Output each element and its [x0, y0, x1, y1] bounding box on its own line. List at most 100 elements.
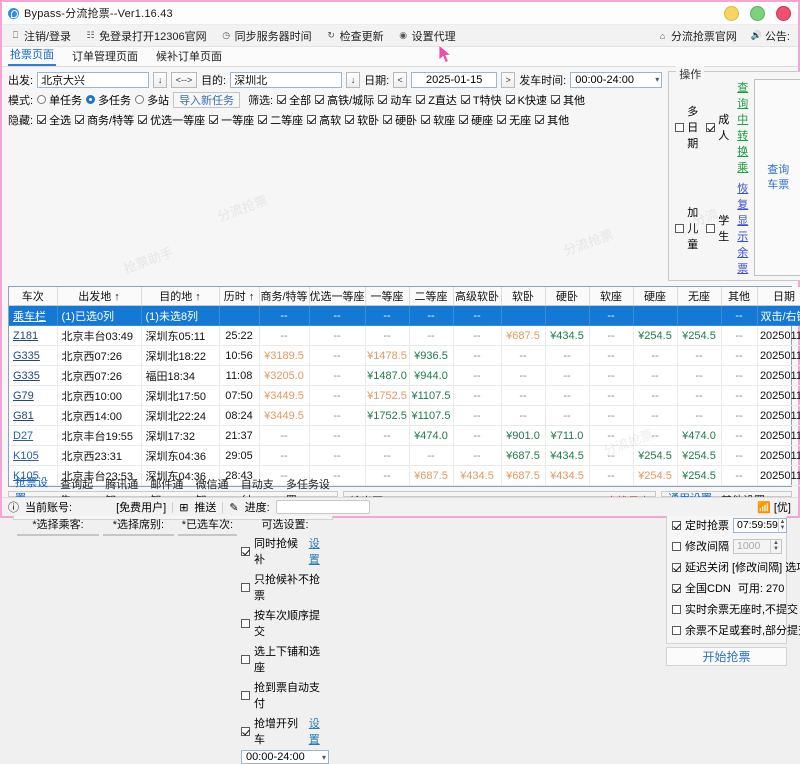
table-row[interactable]: K105 北京西23:31 深圳东04:36 29:05 -- -- -- -- -- ¥687.…: [9, 445, 800, 466]
option-settings-link[interactable]: 设置: [308, 718, 320, 746]
start-grab-button[interactable]: 开始抢票: [702, 650, 751, 664]
mode-multi-station[interactable]: 多站: [135, 92, 169, 108]
query-ticket-button[interactable]: 查询 车票: [754, 79, 800, 276]
table-row-selected[interactable]: 乘车栏(1)已选0列(1)未选8列--------------双击/右键--: [9, 305, 800, 326]
checkbox-icon[interactable]: [241, 654, 250, 664]
table-col-2[interactable]: 目的地 ↑: [141, 287, 220, 306]
table-col-4[interactable]: 商务/特等: [259, 287, 310, 306]
seat-listbox[interactable]: 硬卧硬座二等座一等座无座软卧软座商务座高级软卧优选一等座: [103, 534, 174, 536]
gs-national-cdn[interactable]: 全国CDN 可用: 270: [672, 580, 784, 596]
to-dropdown-icon[interactable]: ↓: [346, 71, 361, 88]
op-multi-date[interactable]: 多日期: [675, 103, 698, 151]
table-col-7[interactable]: 二等座: [409, 287, 454, 306]
close-button[interactable]: [776, 6, 791, 21]
filter-t[interactable]: T特快: [460, 92, 502, 108]
hide-selectall[interactable]: 全选: [37, 112, 71, 128]
hide-second[interactable]: 二等座: [258, 112, 303, 128]
modify-interval-input[interactable]: 1000 ▲ ▼: [733, 538, 782, 554]
hide-first[interactable]: 一等座: [209, 112, 254, 128]
tab-grab-ticket[interactable]: 抢票页面: [8, 46, 56, 66]
option-row-1[interactable]: 只抢候补不抢票: [241, 571, 329, 603]
spinner-icon[interactable]: ▲ ▼: [770, 539, 781, 553]
hide-ruanwo[interactable]: 软卧: [345, 112, 379, 128]
tab-order-manage[interactable]: 订单管理页面: [72, 51, 138, 63]
tab-waitlist-order[interactable]: 候补订单页面: [156, 51, 222, 63]
push-label[interactable]: 推送: [194, 502, 217, 514]
mode-single-task[interactable]: 单任务: [37, 92, 82, 108]
menu-set-proxy[interactable]: ◉ 设置代理: [398, 28, 455, 44]
menu-open-12306[interactable]: ☷ 免登录打开12306官网: [85, 28, 207, 44]
table-row[interactable]: D27 北京丰台19:55 深圳17:32 21:37 -- -- -- ¥474.0 -- ¥9…: [9, 425, 800, 446]
table-row[interactable]: K105 北京丰台23:53 深圳东04:36 28:43 -- -- -- ¥687.5 ¥4…: [9, 465, 800, 486]
table-col-3[interactable]: 历时 ↑: [219, 287, 260, 306]
gs-scheduled-grab[interactable]: 定时抢票 07:59:59 ▲ ▼: [672, 517, 787, 533]
passenger-listbox[interactable]: [成人]: [17, 534, 100, 536]
cell-train[interactable]: K105: [9, 445, 58, 466]
checkbox-icon[interactable]: [241, 546, 250, 556]
checkbox-icon[interactable]: [241, 582, 250, 592]
spinner-icon[interactable]: ▲ ▼: [777, 518, 786, 532]
selected-train-listbox[interactable]: [177, 534, 237, 536]
filter-other[interactable]: 其他: [551, 92, 585, 108]
link-query-transfer[interactable]: 查询中转换乘: [737, 82, 749, 174]
option-settings-link[interactable]: 设置: [308, 538, 320, 566]
prev-date-button[interactable]: <: [393, 71, 408, 88]
from-station-input[interactable]: 北京大兴: [37, 71, 150, 88]
checkbox-icon[interactable]: [241, 690, 250, 700]
table-row[interactable]: G335 北京西07:26 深圳北18:22 10:56 ¥3189.5 -- ¥1478.…: [9, 345, 800, 366]
date-input[interactable]: 2025-01-15: [411, 71, 498, 88]
scheduled-time-input[interactable]: 07:59:59 ▲ ▼: [733, 517, 787, 533]
table-col-1[interactable]: 出发地 ↑: [57, 287, 142, 306]
table-col-10[interactable]: 硬卧: [545, 287, 590, 306]
option-row-2[interactable]: 按车次顺序提交: [241, 607, 329, 639]
option-row-5[interactable]: 抢增开列车 设置: [241, 715, 329, 747]
table-col-15[interactable]: 日期: [757, 287, 800, 306]
hide-wuzuo[interactable]: 无座: [497, 112, 531, 128]
table-col-0[interactable]: 车次: [9, 287, 58, 306]
cell-train[interactable]: G79: [9, 385, 58, 406]
table-row[interactable]: G81 北京西14:00 深圳北22:24 08:24 ¥3449.5 -- ¥1752.5…: [9, 405, 800, 426]
table-col-11[interactable]: 软座: [589, 287, 634, 306]
table-col-8[interactable]: 高级软卧: [453, 287, 502, 306]
checkbox-icon[interactable]: [241, 726, 250, 736]
mode-multi-task[interactable]: 多任务: [86, 92, 131, 108]
table-col-5[interactable]: 优选一等座: [309, 287, 366, 306]
checkbox-icon[interactable]: [241, 618, 250, 628]
hide-yingzuo[interactable]: 硬座: [459, 112, 493, 128]
link-restore-tickets[interactable]: 恢复显示余票: [737, 183, 749, 275]
hide-preferred-first[interactable]: 优选一等座: [138, 112, 205, 128]
table-col-6[interactable]: 一等座: [365, 287, 410, 306]
op-student[interactable]: 学生: [706, 212, 729, 244]
cell-train[interactable]: D27: [9, 425, 58, 446]
menu-logout[interactable]: ⎕ 注销/登录: [10, 28, 71, 44]
gs-modify-interval[interactable]: 修改间隔 1000 ▲ ▼: [672, 538, 782, 554]
import-task-button[interactable]: 导入新任务: [173, 91, 241, 108]
cell-train[interactable]: G81: [9, 405, 58, 426]
filter-highspeed[interactable]: 高铁/城际: [315, 92, 374, 108]
menu-sync-time[interactable]: ◷ 同步服务器时间: [221, 28, 311, 44]
table-row[interactable]: G79 北京西10:00 深圳北17:50 07:50 ¥3449.5 -- ¥1752.5…: [9, 385, 800, 406]
filter-dongche[interactable]: 动车: [378, 92, 412, 108]
option-row-3[interactable]: 选上下铺和选座: [241, 643, 329, 675]
gs-delay-close[interactable]: 延迟关闭 [修改间隔] 选项: [672, 559, 800, 575]
seat-item[interactable]: 硬卧: [104, 535, 173, 536]
table-row[interactable]: Z181 北京丰台03:49 深圳东05:11 25:22 -- -- -- -- -- ¥687…: [9, 325, 800, 346]
cell-train[interactable]: K105: [9, 465, 58, 486]
hide-business[interactable]: 商务/特等: [75, 112, 134, 128]
menu-official-site[interactable]: ⌂ 分流抢票官网: [657, 28, 737, 44]
option-row-0[interactable]: 同时抢候补 设置: [241, 535, 329, 567]
gs-partial-submit[interactable]: 余票不足或套时,部分提交: [672, 622, 800, 638]
cell-train[interactable]: Z181: [9, 325, 58, 346]
start-grab-container[interactable]: 开始抢票: [666, 647, 787, 666]
table-col-13[interactable]: 无座: [677, 287, 722, 306]
menu-announcement[interactable]: 🔊 公告:: [751, 28, 790, 44]
cell-train[interactable]: G335: [9, 345, 58, 366]
to-station-input[interactable]: 深圳北: [230, 71, 343, 88]
hide-other[interactable]: 其他: [535, 112, 569, 128]
swap-stations-button[interactable]: <-->: [171, 71, 198, 88]
hide-gaoruan[interactable]: 高软: [307, 112, 341, 128]
menu-check-update[interactable]: ↻ 检查更新: [326, 28, 383, 44]
depart-time-select[interactable]: 00:00-24:00 ▾: [570, 71, 663, 88]
hide-yingwo[interactable]: 硬卧: [383, 112, 417, 128]
minimize-button[interactable]: [724, 6, 739, 21]
